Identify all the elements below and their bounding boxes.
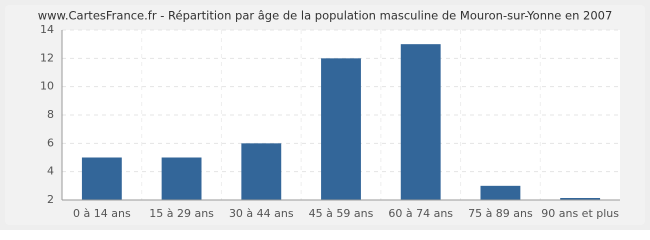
y-tick-label: 12 xyxy=(40,51,54,64)
bar xyxy=(241,143,282,200)
x-tick-label: 75 à 89 ans xyxy=(468,207,533,220)
bar xyxy=(400,44,441,200)
y-tick-label: 8 xyxy=(47,108,54,121)
y-tick-label: 4 xyxy=(47,165,54,178)
chart: www.CartesFrance.fr - Répartition par âg… xyxy=(0,0,650,230)
y-tick-label: 14 xyxy=(40,23,54,36)
bar xyxy=(480,185,521,200)
bar xyxy=(321,58,361,201)
chart-title: www.CartesFrance.fr - Répartition par âg… xyxy=(38,9,613,23)
x-tick-label: 0 à 14 ans xyxy=(73,207,131,220)
bar xyxy=(81,157,122,200)
y-tick-label: 2 xyxy=(47,193,54,206)
x-tick-label: 45 à 59 ans xyxy=(309,207,374,220)
bar xyxy=(560,198,601,200)
y-tick-label: 6 xyxy=(47,136,54,149)
x-tick-label: 90 ans et plus xyxy=(541,207,619,220)
y-tick-label: 10 xyxy=(40,80,54,93)
x-tick-label: 15 à 29 ans xyxy=(149,207,214,220)
x-tick-label: 60 à 74 ans xyxy=(388,207,453,220)
bar xyxy=(161,157,202,200)
x-tick-label: 30 à 44 ans xyxy=(229,207,294,220)
